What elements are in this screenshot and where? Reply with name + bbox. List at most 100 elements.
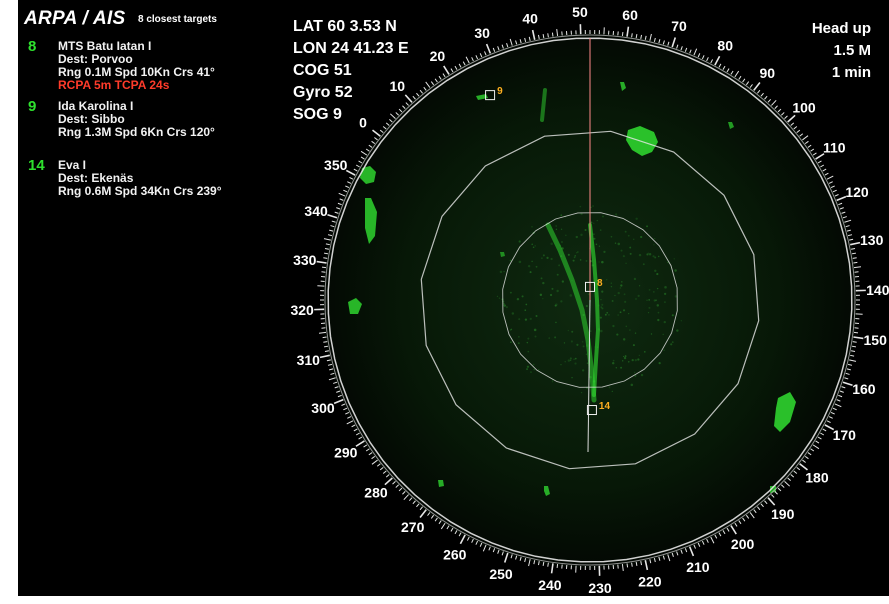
clutter-dot	[569, 294, 573, 297]
bearing-tick	[844, 377, 849, 380]
clutter-dot	[556, 273, 559, 276]
bearing-label-250: 250	[489, 566, 513, 582]
target-entry-14[interactable]: 14 Eva I Dest: Ekenäs Rng 0.6M Spd 34Kn …	[24, 157, 304, 198]
target-number: 8	[597, 278, 603, 289]
bearing-tick	[492, 47, 496, 52]
bearing-tick	[834, 403, 842, 408]
clutter-dot	[617, 291, 620, 295]
bearing-tick	[365, 448, 370, 452]
bearing-tick	[662, 40, 665, 45]
bearing-tick	[458, 63, 462, 68]
bearing-tick	[671, 37, 677, 48]
bearing-tick	[824, 424, 835, 431]
bearing-tick	[653, 37, 656, 43]
clutter-dot	[600, 306, 602, 308]
bearing-tick	[430, 514, 435, 519]
clutter-dot	[569, 357, 572, 360]
bearing-tick	[710, 536, 715, 544]
vector-time-setting[interactable]: 1 min	[831, 64, 871, 81]
bearing-tick	[347, 416, 352, 419]
clutter-dot	[555, 225, 557, 227]
bearing-tick	[718, 532, 722, 537]
clutter-dot	[571, 377, 573, 379]
bearing-tick	[371, 459, 378, 465]
clutter-dot	[518, 336, 520, 338]
target-entry-9[interactable]: 9 Ida Karolina I Dest: Sibbo Rng 1.3M Sp…	[24, 98, 304, 139]
bearing-tick	[753, 509, 757, 514]
bearing-tick	[621, 563, 624, 572]
bearing-tick	[851, 345, 856, 348]
bearing-tick	[784, 481, 791, 487]
bearing-tick	[528, 559, 531, 567]
bearing-tick	[519, 39, 522, 44]
bearing-tick	[826, 420, 831, 424]
bearing-tick	[353, 428, 358, 432]
clutter-dot	[638, 253, 642, 257]
clutter-dot	[581, 369, 585, 372]
clutter-dot	[567, 359, 571, 362]
target-marker-14[interactable]: 14	[586, 401, 611, 416]
clutter-dot	[625, 325, 628, 328]
target-entry-8[interactable]: 8 MTS Batu Iatan I Dest: Porvoo Rng 0.1M…	[24, 38, 304, 92]
clutter-dot	[548, 337, 550, 339]
clutter-dot	[527, 264, 531, 268]
bearing-tick	[497, 549, 500, 554]
clutter-dot	[634, 375, 637, 377]
bearing-tick	[419, 506, 423, 511]
range-setting[interactable]: 1.5 M	[833, 42, 871, 59]
clutter-dot	[580, 233, 583, 237]
target-number: 14	[599, 401, 611, 412]
bearing-tick	[757, 89, 761, 94]
bearing-tick	[844, 219, 852, 223]
own-ship-vector	[587, 299, 591, 453]
bearing-tick	[760, 92, 764, 97]
bearing-tick	[324, 345, 329, 348]
bearing-tick	[701, 540, 705, 545]
range-rings	[324, 34, 856, 566]
target-info: Rng 0.6M Spd 34Kn Crs 239°	[58, 184, 222, 198]
bearing-label-50: 50	[572, 4, 588, 20]
target-square	[586, 405, 597, 416]
bearing-tick	[328, 377, 336, 381]
clutter-dot	[585, 304, 588, 308]
bearing-tick	[347, 181, 352, 184]
bearing-tick	[365, 148, 370, 152]
bearing-label-90: 90	[760, 65, 776, 81]
clutter-dot	[623, 293, 626, 296]
bearing-tick	[684, 47, 688, 52]
target-markers[interactable]: 8 9 14	[485, 86, 611, 416]
clutter-dot	[627, 360, 630, 363]
bearing-tick	[787, 477, 791, 482]
target-marker-9[interactable]: 9	[485, 86, 504, 101]
clutter-dot	[608, 314, 610, 316]
bearing-tick	[438, 75, 442, 80]
bearing-tick	[852, 257, 857, 259]
bearing-tick	[834, 194, 839, 197]
clutter-dot	[509, 291, 512, 294]
bearing-tick	[722, 65, 726, 70]
radar-echo	[540, 88, 547, 122]
clutter-dot	[658, 255, 660, 258]
clutter-dot	[581, 341, 584, 343]
bearing-tick	[385, 122, 390, 126]
target-id: 14	[28, 157, 45, 174]
target-name: MTS Batu Iatan I	[58, 39, 152, 53]
panel-subtitle: 8 closest targets	[137, 14, 217, 26]
clutter-dot	[614, 242, 617, 244]
clutter-dot	[638, 354, 640, 357]
clutter-dot	[518, 240, 521, 243]
bearing-tick	[847, 234, 853, 237]
target-marker-8[interactable]: 8	[585, 278, 604, 292]
bearing-label-120: 120	[845, 184, 869, 200]
bearing-label-220: 220	[638, 574, 662, 590]
bearing-label-100: 100	[792, 99, 816, 115]
bearing-tick	[336, 207, 341, 210]
clutter-dot	[560, 228, 563, 230]
target-info: Rng 1.3M Spd 6Kn Crs 120°	[58, 125, 215, 139]
bearing-tick	[793, 470, 798, 474]
bearing-tick	[631, 33, 633, 38]
clutter-dot	[624, 230, 627, 233]
orientation-mode[interactable]: Head up	[811, 20, 871, 37]
clutter-dot	[603, 250, 606, 254]
